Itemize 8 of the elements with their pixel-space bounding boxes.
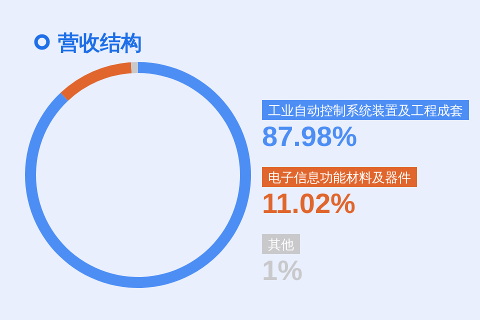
chart-title: 营收结构 (57, 31, 142, 55)
donut-slice (25, 62, 251, 288)
data-label: 87.98% (262, 121, 358, 152)
legend-label: 工业自动控制系统装置及工程成套 (268, 104, 463, 119)
legend-label: 电子信息功能材料及器件 (268, 171, 411, 186)
donut-slice (60, 62, 132, 101)
donut-slice (130, 62, 138, 74)
data-label: 11.02% (262, 188, 356, 219)
